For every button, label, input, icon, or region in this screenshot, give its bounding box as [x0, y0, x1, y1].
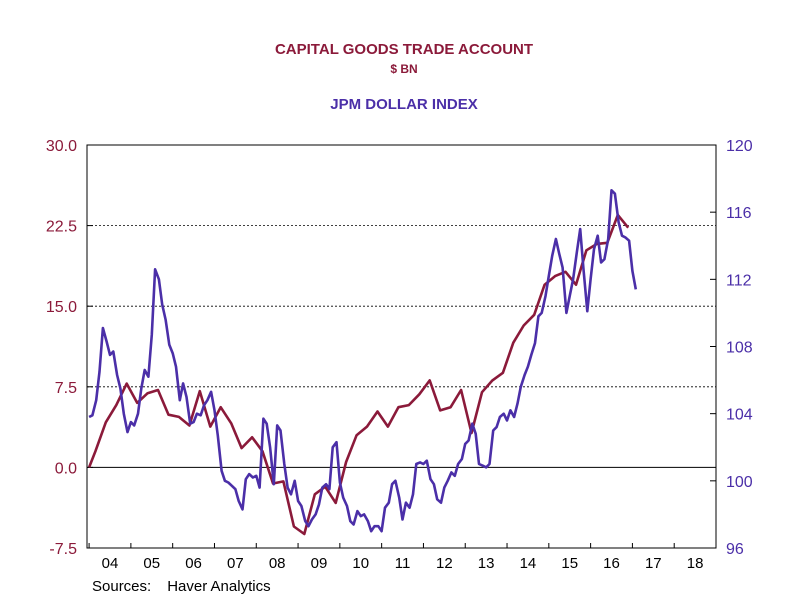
- x-tick-label-13: 17: [645, 555, 662, 572]
- x-tick-label-11: 15: [561, 555, 578, 572]
- left-axis: -7.5 0.0 7.5 15.0 22.5 30.0: [46, 138, 93, 558]
- dollar-index-line: [88, 189, 638, 533]
- x-tick-label-2: 06: [185, 555, 202, 572]
- chart-title: CAPITAL GOODS TRADE ACCOUNT: [274, 41, 534, 58]
- x-tick-label-3: 07: [227, 555, 244, 572]
- x-tick-label-4: 08: [269, 555, 286, 572]
- x-tick-label-0: 04: [102, 555, 119, 572]
- left-tick-label-0: -7.5: [49, 541, 77, 558]
- x-tick-label-12: 16: [603, 555, 620, 572]
- source-label: Sources:: [92, 578, 152, 595]
- left-tick-label-4: 22.5: [46, 219, 77, 236]
- x-tick-label-7: 11: [395, 555, 411, 572]
- right-tick-label-2: 104: [726, 407, 753, 424]
- x-tick-label-8: 12: [436, 555, 453, 572]
- right-axis: 96 100 104 108 112 116 120: [710, 138, 753, 558]
- right-tick-label-1: 100: [726, 474, 753, 491]
- left-tick-label-2: 7.5: [55, 380, 77, 397]
- right-tick-label-5: 116: [726, 205, 752, 222]
- x-axis: 04 05 06 07 08 09 10 11 12 13 14 15 16 17 18: [88, 543, 717, 572]
- source-note: Sources: Haver Analytics: [92, 578, 271, 595]
- series-lines: [87, 189, 638, 536]
- source-value: Haver Analytics: [167, 578, 271, 595]
- capital-goods-line: [87, 213, 630, 536]
- x-tick-label-6: 10: [352, 555, 369, 572]
- right-tick-label-6: 120: [726, 138, 753, 155]
- chart-title-secondary: JPM DOLLAR INDEX: [330, 96, 478, 113]
- right-tick-label-3: 108: [726, 340, 753, 357]
- x-tick-label-14: 18: [687, 555, 704, 572]
- chart-subtitle: $ BN: [390, 62, 418, 76]
- x-tick-label-10: 14: [520, 555, 537, 572]
- left-tick-label-1: 0.0: [55, 460, 77, 477]
- plot-frame: [86, 144, 717, 549]
- right-tick-label-4: 112: [726, 272, 752, 289]
- x-tick-label-5: 09: [311, 555, 328, 572]
- left-tick-label-5: 30.0: [46, 138, 77, 155]
- x-tick-label-9: 13: [478, 555, 495, 572]
- right-tick-label-0: 96: [726, 541, 744, 558]
- left-tick-label-3: 15.0: [46, 299, 77, 316]
- gridlines: [87, 225, 716, 468]
- x-tick-label-1: 05: [143, 555, 160, 572]
